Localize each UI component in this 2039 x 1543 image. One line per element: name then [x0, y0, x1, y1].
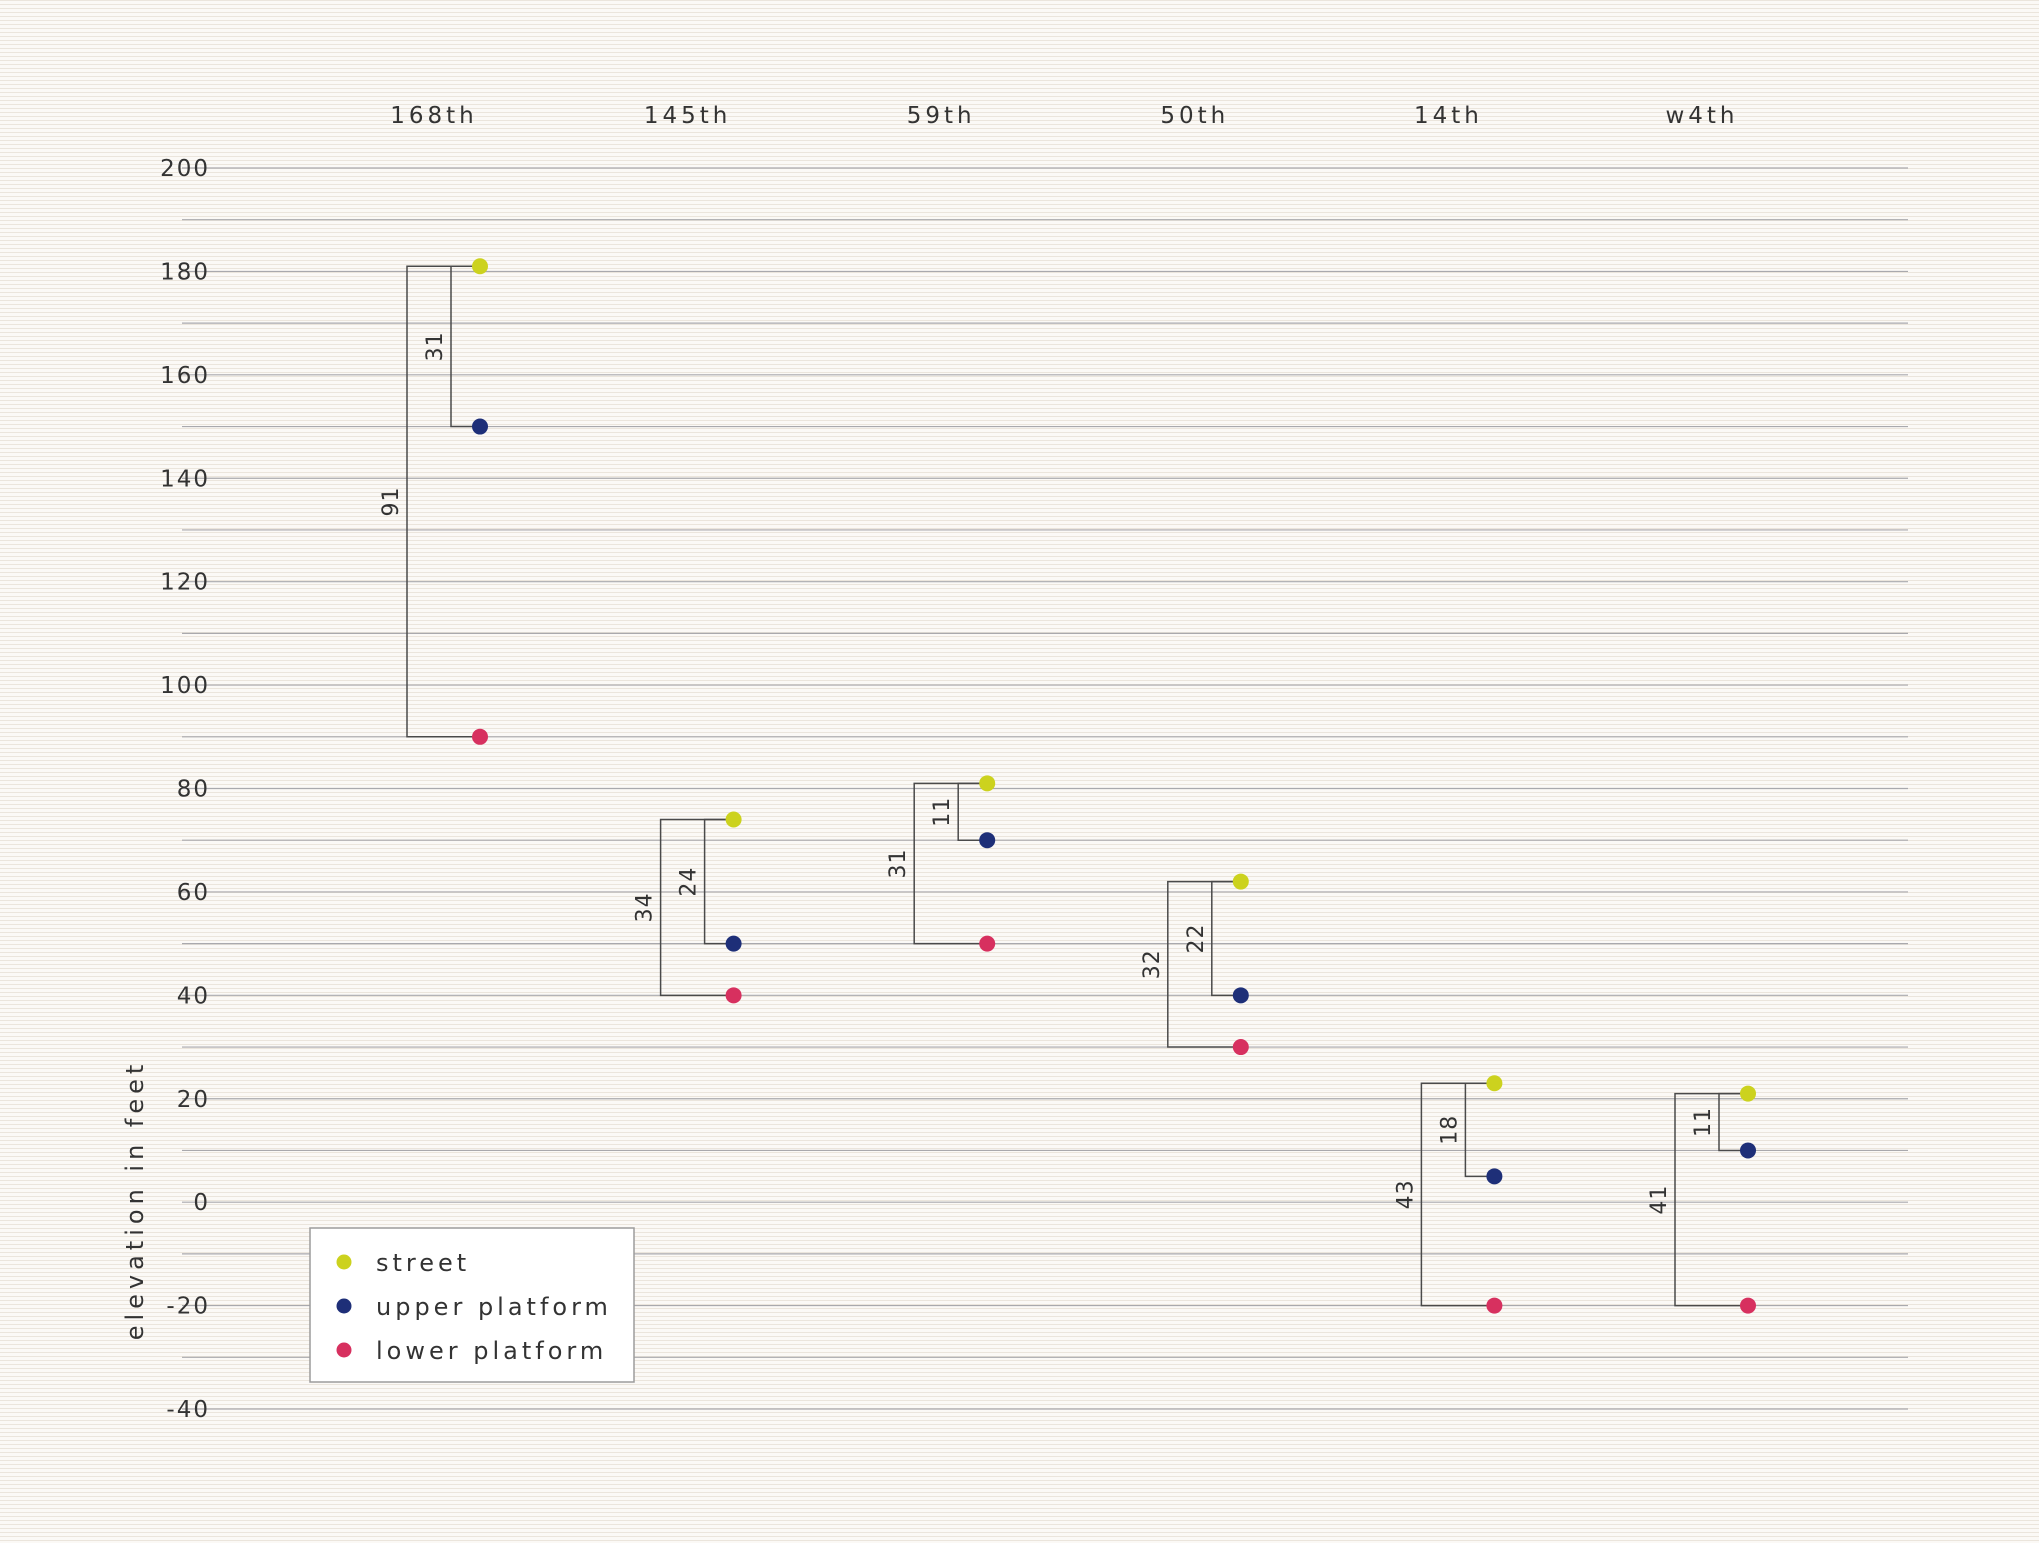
station-label: 168th	[390, 103, 478, 129]
bracket-street-to-lower	[1420, 1082, 1495, 1307]
point-upper-platform	[725, 935, 742, 952]
y-tick-label: 80	[177, 777, 210, 803]
diff-label-street-to-upper: 24	[677, 867, 702, 897]
station-label: 59th	[907, 103, 976, 129]
diff-label-street-to-upper: 11	[1691, 1107, 1716, 1137]
point-upper-platform	[1740, 1142, 1756, 1159]
point-upper-platform	[1232, 987, 1249, 1004]
y-tick-label: 0	[193, 1190, 210, 1216]
diff-label-street-to-lower: 34	[633, 892, 658, 922]
y-tick-label: 200	[160, 156, 210, 182]
point-lower-platform	[1486, 1297, 1503, 1314]
bracket-street-to-upper	[1464, 1082, 1495, 1178]
point-street	[1740, 1085, 1756, 1102]
station-label: 50th	[1160, 103, 1229, 129]
bracket-street-to-lower	[406, 265, 480, 738]
y-tick-label: 60	[177, 880, 210, 906]
diff-label-street-to-lower: 31	[886, 848, 911, 878]
point-upper-platform	[1486, 1168, 1503, 1185]
bracket-street-to-upper	[1718, 1092, 1748, 1152]
bracket-street-to-lower	[1167, 880, 1241, 1048]
data-points	[472, 258, 1756, 1314]
point-street	[1486, 1075, 1503, 1092]
point-street	[725, 811, 742, 828]
point-lower-platform	[1740, 1297, 1756, 1314]
point-lower-platform	[1232, 1039, 1249, 1056]
point-lower-platform	[979, 935, 996, 952]
bracket-street-to-upper	[957, 782, 988, 841]
y-tick-label: 160	[160, 363, 210, 389]
legend: street upper platform lower platform	[309, 1227, 635, 1383]
diff-label-street-to-lower: 43	[1393, 1179, 1418, 1209]
legend-marker	[336, 1298, 352, 1314]
legend-label: street	[376, 1249, 470, 1277]
legend-marker	[336, 1254, 352, 1270]
station-label: w4th	[1665, 103, 1738, 129]
legend-box	[309, 1227, 635, 1383]
bracket-street-to-upper	[703, 818, 734, 945]
legend-label: upper platform	[376, 1293, 612, 1321]
bracket-street-to-lower	[659, 818, 734, 997]
bracket-street-to-lower	[913, 782, 988, 945]
diff-label-street-to-lower: 32	[1140, 949, 1165, 979]
legend-marker	[336, 1342, 352, 1358]
point-lower-platform	[725, 987, 742, 1004]
diff-label-street-to-upper: 22	[1184, 923, 1209, 953]
y-tick-label: 180	[160, 259, 210, 285]
diff-label-street-to-upper: 11	[930, 797, 955, 827]
bracket-street-to-lower	[1674, 1092, 1748, 1307]
y-tick-label: 20	[177, 1087, 210, 1113]
y-tick-label: 120	[160, 570, 210, 596]
y-axis-title: elevation in feet	[121, 1060, 149, 1341]
station-label: 145th	[644, 103, 732, 129]
point-street	[979, 775, 996, 792]
elevation-brackets: 91 31 34 24 31 11 32 22 43 18 41 11	[379, 265, 1748, 1307]
diff-label-street-to-upper: 31	[423, 331, 448, 361]
point-street	[472, 258, 488, 275]
station-label: 14th	[1414, 103, 1483, 129]
y-tick-label: 100	[160, 673, 210, 699]
grid-lines	[182, 167, 1908, 1410]
legend-items: street upper platform lower platform	[336, 1249, 612, 1365]
station-labels: 168th 145th 59th 50th 14th w4th	[390, 103, 1738, 129]
y-tick-label: -40	[166, 1397, 210, 1423]
diff-label-street-to-lower: 91	[379, 487, 404, 517]
point-upper-platform	[472, 418, 488, 435]
bracket-street-to-upper	[450, 265, 480, 428]
diff-label-street-to-lower: 41	[1647, 1185, 1672, 1215]
point-lower-platform	[472, 728, 488, 745]
y-tick-label: 40	[177, 983, 210, 1009]
legend-label: lower platform	[376, 1337, 607, 1365]
y-tick-label: 140	[160, 466, 210, 492]
diff-label-street-to-upper: 18	[1437, 1115, 1462, 1145]
point-street	[1232, 873, 1249, 890]
bracket-street-to-upper	[1211, 880, 1241, 997]
point-upper-platform	[979, 832, 996, 849]
y-tick-label: -20	[166, 1294, 210, 1320]
